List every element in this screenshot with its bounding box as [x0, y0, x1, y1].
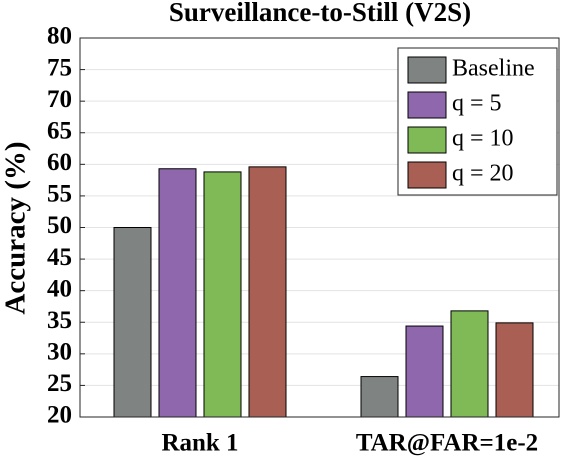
chart-title: Surveillance-to-Still (V2S): [169, 0, 471, 27]
bar: [450, 310, 489, 418]
bar: [248, 166, 287, 418]
x-tick-label: Rank 1: [161, 430, 238, 457]
y-tick-label: 75: [47, 54, 72, 81]
y-tick-label: 50: [47, 212, 72, 239]
y-tick-label: 70: [47, 86, 72, 113]
legend-swatch: [407, 161, 447, 189]
legend-label: q = 20: [452, 161, 514, 187]
legend-label: q = 5: [452, 91, 502, 117]
y-tick-label: 35: [47, 307, 72, 334]
y-tick-label: 80: [47, 23, 72, 50]
y-tick-label: 20: [47, 402, 72, 429]
axes-box: [79, 37, 560, 418]
y-tick-label: 55: [47, 181, 72, 208]
y-tick-label: 65: [47, 117, 72, 144]
y-tick-label: 45: [47, 244, 72, 271]
bar: [495, 322, 534, 418]
legend-swatch: [407, 56, 447, 84]
y-tick-label: 25: [47, 370, 72, 397]
legend-label: Baseline: [452, 56, 535, 82]
legend-swatch: [407, 126, 447, 154]
bar: [158, 168, 197, 418]
legend-label: q = 10: [452, 126, 514, 152]
y-axis-label: Accuracy (%): [0, 141, 32, 314]
bar: [360, 376, 399, 418]
x-tick-label: TAR@FAR=1e-2: [356, 430, 538, 457]
bar: [405, 325, 444, 418]
y-tick-label: 30: [47, 339, 72, 366]
legend-swatch: [407, 91, 447, 119]
y-tick-label: 40: [47, 275, 72, 302]
bar: [203, 171, 242, 418]
legend: Baseline q = 5 q = 10 q = 20: [397, 47, 558, 196]
y-tick-label: 60: [47, 149, 72, 176]
bar: [113, 227, 152, 418]
